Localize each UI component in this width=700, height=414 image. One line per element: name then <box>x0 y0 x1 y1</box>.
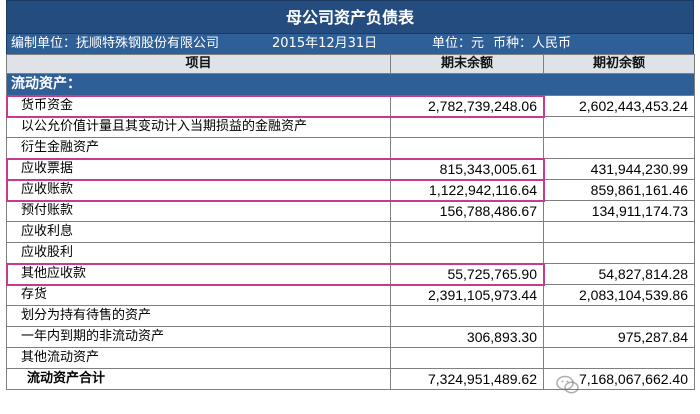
begin-balance-cell <box>543 116 695 138</box>
table-row: 以公允价值计量且其变动计入当期损益的金融资产 <box>6 116 695 138</box>
begin-balance-cell: 975,287.84 <box>543 326 695 348</box>
table-row: 应收账款 1,122,942,116.64 859,861,161.46 <box>6 179 695 201</box>
table-row: 存货 2,391,105,973.44 2,083,104,539.86 <box>6 284 695 306</box>
report-date: 2015年12月31日 <box>272 36 378 51</box>
end-balance-cell <box>390 347 544 369</box>
end-balance-cell <box>390 116 544 138</box>
table-row: 划分为持有待售的资产 <box>6 305 695 327</box>
row-label: 应收利息 <box>6 221 391 243</box>
row-label: 应收账款 <box>6 179 391 201</box>
begin-balance-cell <box>543 305 695 327</box>
table-row: 流动资产合计 7,324,951,489.62 7,168,067,662.40 <box>6 368 695 390</box>
row-label: 其他应收款 <box>6 263 391 285</box>
begin-balance-cell <box>543 137 695 159</box>
end-balance-cell: 156,788,486.67 <box>390 200 544 222</box>
column-header-item: 项目 <box>6 54 391 74</box>
end-balance-cell: 1,122,942,116.64 <box>390 179 544 201</box>
row-label: 应收票据 <box>6 158 391 180</box>
balance-table: 项目 期末余额 期初余额 流动资产： 货币资金 2,782,739,248.06 2… <box>6 54 695 390</box>
section-label: 流动资产： <box>6 73 695 96</box>
table-row: 预付账款 156,788,486.67 134,911,174.73 <box>6 200 695 222</box>
unit-label: 单位：元 <box>432 36 485 51</box>
begin-balance-cell <box>543 242 695 264</box>
begin-balance-cell: 2,083,104,539.86 <box>543 284 695 306</box>
begin-balance-cell: 859,861,161.46 <box>543 179 695 201</box>
column-header-end-balance: 期末余额 <box>390 54 544 74</box>
begin-balance-cell: 2,602,443,453.24 <box>543 95 695 117</box>
end-balance-cell: 815,343,005.61 <box>390 158 544 180</box>
begin-balance-cell: 7,168,067,662.40 <box>543 368 695 390</box>
row-label: 一年内到期的非流动资产 <box>6 326 391 348</box>
row-label: 划分为持有待售的资产 <box>6 305 391 327</box>
table-row: 应收利息 <box>6 221 695 243</box>
section-row-current-assets: 流动资产： <box>6 73 695 96</box>
balance-sheet: 母公司资产负债表 编制单位：抚顺特殊钢股份有限公司 2015年12月31日 单位… <box>6 0 695 390</box>
end-balance-cell: 2,391,105,973.44 <box>390 284 544 306</box>
end-balance-cell <box>390 137 544 159</box>
table-header-row: 项目 期末余额 期初余额 <box>6 54 695 74</box>
begin-balance-cell: 54,827,814.28 <box>543 263 695 285</box>
row-label: 流动资产合计 <box>6 368 391 390</box>
row-label: 预付账款 <box>6 200 391 222</box>
row-label: 存货 <box>6 284 391 306</box>
currency-label: 币种：人民币 <box>493 36 572 51</box>
end-balance-cell: 7,324,951,489.62 <box>390 368 544 390</box>
table-row: 一年内到期的非流动资产 306,893.30 975,287.84 <box>6 326 695 348</box>
column-header-begin-balance: 期初余额 <box>543 54 695 74</box>
sheet-title: 母公司资产负债表 <box>6 0 694 34</box>
end-balance-cell <box>390 242 544 264</box>
table-row: 货币资金 2,782,739,248.06 2,602,443,453.24 <box>6 95 695 117</box>
row-label: 以公允价值计量且其变动计入当期损益的金融资产 <box>6 116 391 138</box>
end-balance-cell <box>390 221 544 243</box>
end-balance-cell <box>390 305 544 327</box>
table-row: 其他应收款 55,725,765.90 54,827,814.28 <box>6 263 695 285</box>
table-row: 应收股利 <box>6 242 695 264</box>
company-name: 编制单位：抚顺特殊钢股份有限公司 <box>11 36 220 51</box>
row-label: 衍生金融资产 <box>6 137 391 159</box>
begin-balance-cell: 134,911,174.73 <box>543 200 695 222</box>
sheet-meta-bar: 编制单位：抚顺特殊钢股份有限公司 2015年12月31日 单位：元 币种：人民币 <box>6 34 694 54</box>
row-label: 货币资金 <box>6 95 391 117</box>
row-label: 应收股利 <box>6 242 391 264</box>
row-label: 其他流动资产 <box>6 347 391 369</box>
begin-balance-cell <box>543 221 695 243</box>
end-balance-cell: 55,725,765.90 <box>390 263 544 285</box>
begin-balance-cell <box>543 347 695 369</box>
end-balance-cell: 2,782,739,248.06 <box>390 95 544 117</box>
table-row: 其他流动资产 <box>6 347 695 369</box>
table-row: 衍生金融资产 <box>6 137 695 159</box>
table-row: 应收票据 815,343,005.61 431,944,230.99 <box>6 158 695 180</box>
end-balance-cell: 306,893.30 <box>390 326 544 348</box>
begin-balance-cell: 431,944,230.99 <box>543 158 695 180</box>
